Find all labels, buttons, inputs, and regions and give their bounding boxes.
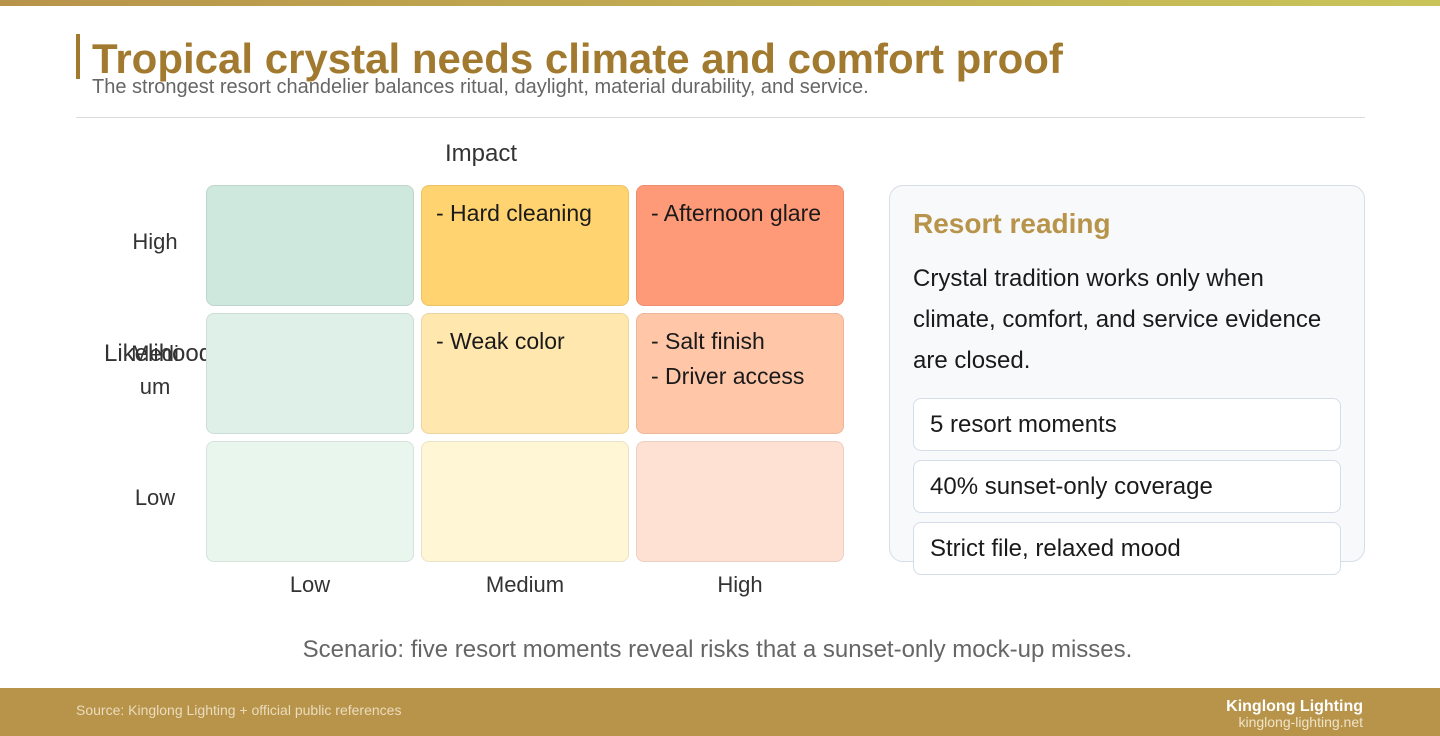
risk-item: - Salt finish [651, 328, 765, 354]
x-axis-title: Impact [444, 140, 518, 167]
matrix-cell-high-high: - Afternoon glare [636, 185, 844, 306]
header-divider [76, 117, 1365, 118]
matrix-cell-medium-high: - Salt finish - Driver access [636, 313, 844, 434]
footer-source: Source: Kinglong Lighting + official pub… [76, 702, 402, 718]
risk-item: - Weak color [436, 328, 565, 354]
stat-card: 5 resort moments [913, 398, 1341, 451]
matrix-cell-low-medium [421, 441, 629, 562]
matrix-cell-low-low [206, 441, 414, 562]
row-label-low: Low [134, 485, 176, 510]
footer-url: kinglong-lighting.net [1238, 714, 1363, 730]
title-accent-bar [76, 34, 80, 79]
column-label-medium: Medium [485, 572, 565, 597]
matrix-cell-medium-low [206, 313, 414, 434]
scenario-caption: Scenario: five resort moments reveal ris… [302, 636, 1133, 663]
risk-item: - Afternoon glare [651, 200, 822, 226]
y-axis-title: Likelihood [104, 340, 213, 367]
footer-bar [0, 688, 1440, 736]
row-label-medium: Medium [131, 341, 179, 399]
stat-card: 40% sunset-only coverage [913, 460, 1341, 513]
footer-brand: Kinglong Lighting [1226, 698, 1363, 715]
panel-title: Resort reading [913, 208, 1111, 239]
column-label-low: Low [289, 572, 331, 597]
top-accent-bar [0, 0, 1440, 6]
matrix-cell-medium-medium: - Weak color [421, 313, 629, 434]
matrix-cell-low-high [636, 441, 844, 562]
matrix-cell-high-low [206, 185, 414, 306]
page-title: Tropical crystal needs climate and comfo… [92, 35, 1063, 82]
risk-item: - Hard cleaning [436, 200, 592, 226]
matrix-cell-high-medium: - Hard cleaning [421, 185, 629, 306]
panel-body: Crystal tradition works only when climat… [913, 265, 1322, 374]
risk-item: - Driver access [651, 363, 805, 389]
column-label-high: High [717, 572, 763, 597]
stat-card: Strict file, relaxed mood [913, 522, 1341, 575]
row-label-high: High [132, 229, 178, 254]
page-subtitle: The strongest resort chandelier balances… [92, 76, 869, 98]
